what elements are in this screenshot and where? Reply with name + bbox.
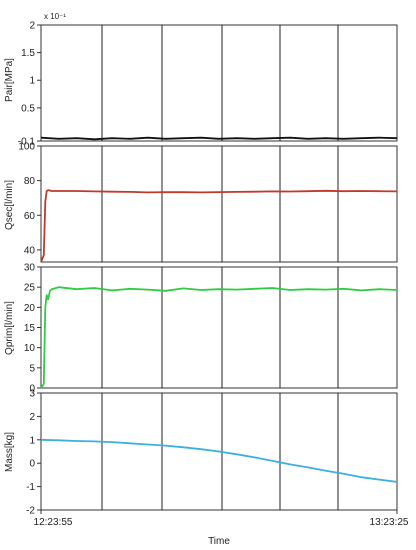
- y-tick-label: 80: [24, 176, 36, 187]
- panel-qprim: 0 5 10 15 20 25 30 Qprim[l/min]: [4, 263, 398, 395]
- panel-frame: [40, 266, 398, 389]
- series-line-qprim: [40, 286, 398, 389]
- y-tick-label: 5: [29, 363, 35, 374]
- y-axis-label: Mass[kg]: [4, 432, 15, 472]
- y-axis-label: Qsec[l/min]: [4, 180, 15, 230]
- y-axis-label: Qprim[l/min]: [4, 301, 15, 355]
- y-tick-label: 100: [18, 142, 35, 153]
- y-tick-label: 40: [24, 245, 36, 256]
- panel-frame: [40, 24, 398, 142]
- y-tick-label: 25: [24, 283, 36, 294]
- y-tick-label: 1.5: [21, 48, 35, 59]
- y-tick-label: -2: [26, 506, 35, 517]
- y-tick-label: 2: [29, 412, 35, 423]
- y-axis-label: Pair[MPa]: [4, 58, 15, 102]
- y-tick-label: 1: [29, 76, 35, 87]
- y-tick-label: 10: [24, 343, 36, 354]
- y-tick-label: 15: [24, 323, 36, 334]
- series-line-pair: [40, 136, 398, 141]
- axis-multiplier: x 10⁻¹: [44, 12, 66, 21]
- y-tick-label: 2: [29, 21, 35, 32]
- panel-qsec: 40 60 80 100 Qsec[l/min]: [4, 142, 398, 263]
- y-tick-label: 0.5: [21, 103, 35, 114]
- y-tick-label: 30: [24, 263, 36, 274]
- y-tick-label: -1: [26, 482, 35, 493]
- panel-frame: [40, 145, 398, 263]
- y-tick-label: -0.1: [18, 137, 36, 148]
- y-tick-label: 1: [29, 435, 35, 446]
- series-line-qsec: [40, 189, 398, 263]
- x-axis-label: Time: [208, 536, 230, 547]
- y-tick-label: 20: [24, 303, 36, 314]
- panel-mass: -2 -1 0 1 2 3 Mass[kg]: [4, 389, 398, 517]
- panel-pair: -0.1 0.5 1 1.5 2 Pair[MPa] x 10⁻¹: [4, 12, 398, 148]
- x-tick-label: 13:23:25: [370, 517, 409, 528]
- series-line-mass: [40, 438, 398, 483]
- y-tick-label: 0: [29, 459, 35, 470]
- y-tick-label: 60: [24, 211, 36, 222]
- y-tick-label: 0: [29, 384, 35, 395]
- x-tick-label: 12:23:55: [34, 517, 73, 528]
- y-tick-label: 3: [29, 389, 35, 400]
